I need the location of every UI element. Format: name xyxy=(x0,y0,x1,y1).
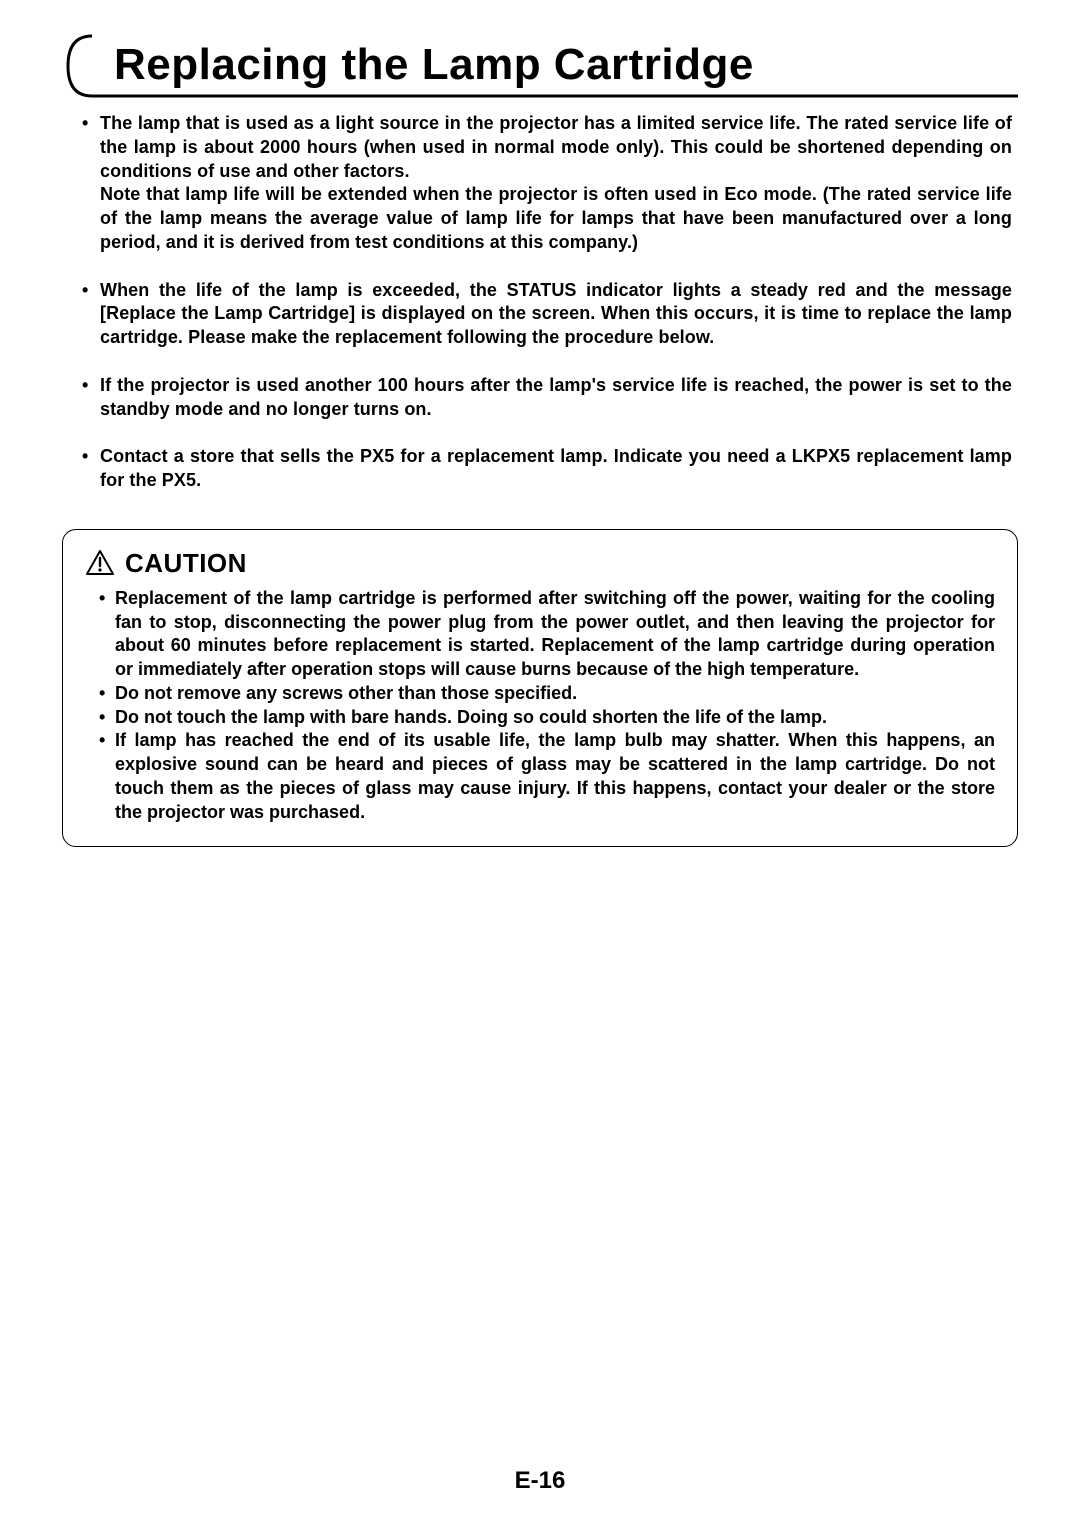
title-block: Replacing the Lamp Cartridge xyxy=(62,32,1018,108)
bullet-note: Note that lamp life will be extended whe… xyxy=(100,183,1012,254)
bullet-item: When the life of the lamp is exceeded, t… xyxy=(68,279,1012,350)
warning-icon xyxy=(85,549,115,577)
main-bullet-list: The lamp that is used as a light source … xyxy=(62,112,1018,493)
bullet-item: The lamp that is used as a light source … xyxy=(68,112,1012,255)
bullet-text: If the projector is used another 100 hou… xyxy=(100,375,1012,419)
page-title: Replacing the Lamp Cartridge xyxy=(114,40,754,90)
caution-item: Do not remove any screws other than thos… xyxy=(85,682,995,706)
bullet-item: If the projector is used another 100 hou… xyxy=(68,374,1012,422)
caution-list: Replacement of the lamp cartridge is per… xyxy=(85,587,995,825)
page-number: E-16 xyxy=(0,1467,1080,1495)
bullet-text: When the life of the lamp is exceeded, t… xyxy=(100,280,1012,348)
manual-page: Replacing the Lamp Cartridge The lamp th… xyxy=(0,0,1080,1529)
bullet-item: Contact a store that sells the PX5 for a… xyxy=(68,445,1012,493)
caution-box: CAUTION Replacement of the lamp cartridg… xyxy=(62,529,1018,848)
caution-item: Replacement of the lamp cartridge is per… xyxy=(85,587,995,682)
bullet-text: Contact a store that sells the PX5 for a… xyxy=(100,446,1012,490)
caution-item: If lamp has reached the end of its usabl… xyxy=(85,729,995,824)
caution-heading-text: CAUTION xyxy=(125,548,247,579)
bullet-text: The lamp that is used as a light source … xyxy=(100,113,1012,181)
caution-heading: CAUTION xyxy=(85,548,995,579)
caution-item: Do not touch the lamp with bare hands. D… xyxy=(85,706,995,730)
